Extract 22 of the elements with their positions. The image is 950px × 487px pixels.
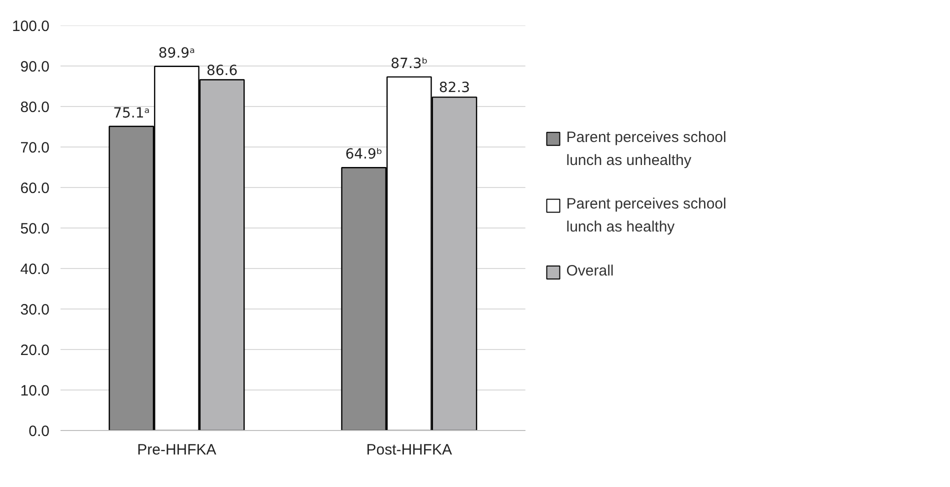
x-tick-label: Pre-HHFKA bbox=[137, 442, 216, 458]
y-tick-label: 20.0 bbox=[20, 342, 50, 359]
data-label: 86.6 bbox=[206, 62, 238, 79]
legend-label: Overall bbox=[566, 262, 614, 280]
y-tick-label: 0.0 bbox=[28, 423, 50, 440]
y-tick-label: 70.0 bbox=[20, 140, 50, 156]
y-tick-label: 50.0 bbox=[20, 220, 50, 238]
data-label: 75.1ᵃ bbox=[113, 105, 150, 122]
y-tick-label: 60.0 bbox=[20, 180, 50, 197]
legend-label: Parent perceives school lunch as healthy bbox=[566, 196, 726, 236]
y-tick-label: 30.0 bbox=[20, 302, 50, 318]
data-label: 82.3 bbox=[438, 80, 470, 96]
data-label: 89.9ᵃ bbox=[158, 45, 196, 62]
y-tick-label: 40.0 bbox=[20, 261, 50, 278]
y-tick-label: 10.0 bbox=[20, 382, 50, 400]
legend-label: Parent perceives school lunch as unhealthy bbox=[566, 128, 726, 169]
x-tick-label: Post-HHFKA bbox=[366, 442, 452, 458]
y-tick-label: 90.0 bbox=[20, 58, 50, 76]
y-tick-label: 100.0 bbox=[12, 18, 50, 35]
data-label: 87.3ᵇ bbox=[390, 56, 428, 72]
y-tick-label: 80.0 bbox=[20, 99, 50, 116]
data-label: 64.9ᵇ bbox=[345, 146, 382, 163]
